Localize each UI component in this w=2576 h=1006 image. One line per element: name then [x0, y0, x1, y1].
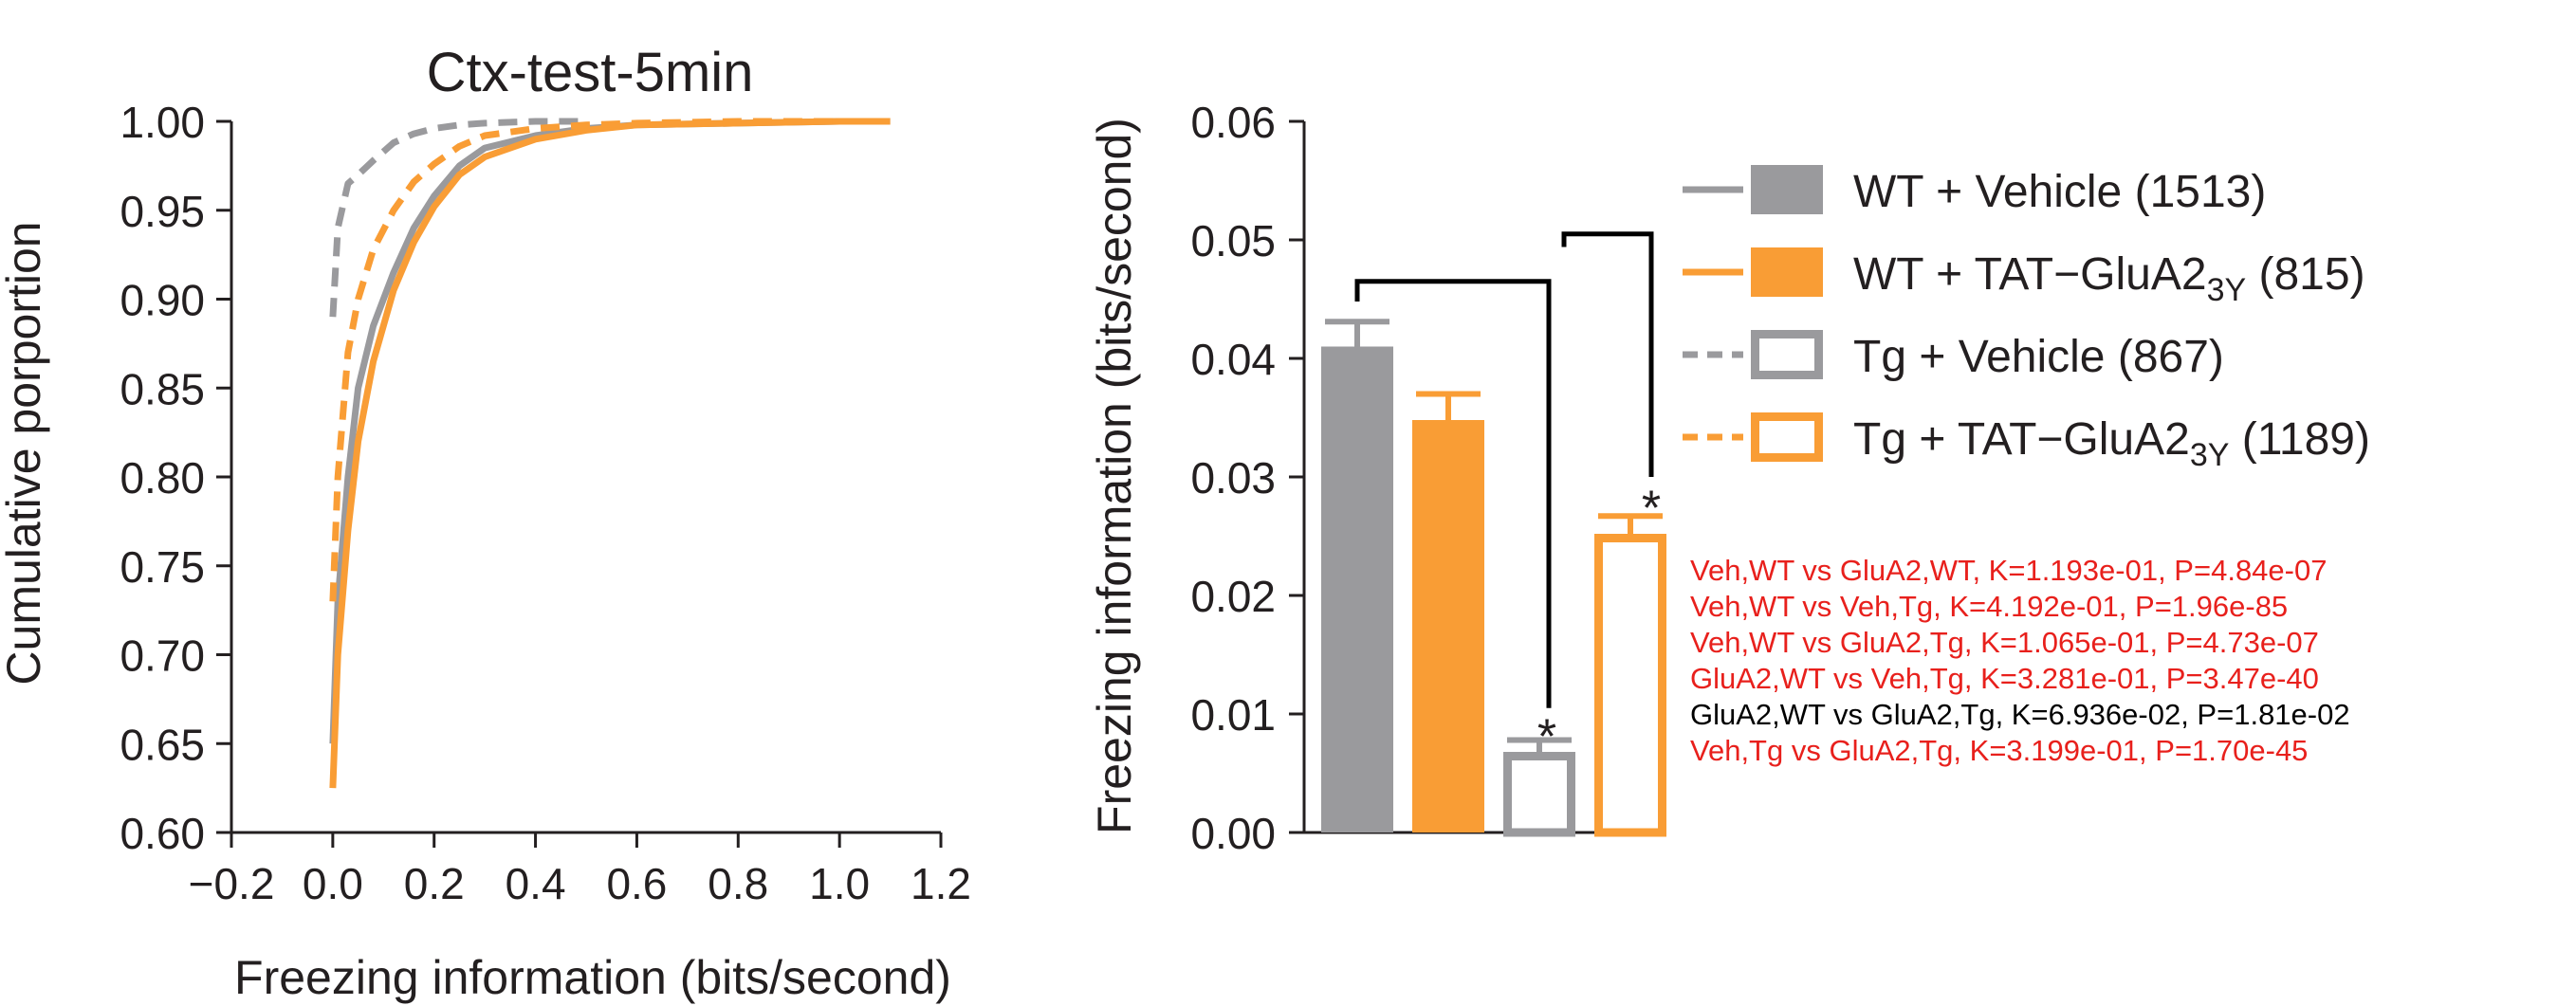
cdf-series-line-2 — [329, 118, 891, 789]
cdf-x-axis-label: Freezing information (bits/second) — [234, 951, 951, 1004]
significance-star: * — [1537, 710, 1556, 765]
bar-2 — [1412, 420, 1484, 832]
bar-y-tick-label: 0.02 — [1190, 572, 1276, 621]
stat-line-6: Veh,Tg vs GluA2,Tg, K=3.199e-01, P=1.70e… — [1690, 734, 2308, 767]
cdf-x-tick-label: −0.2 — [189, 859, 275, 908]
bar-y-tick-label: 0.03 — [1190, 453, 1276, 503]
bar-y-tick-label: 0.06 — [1190, 98, 1276, 147]
cdf-y-axis-label: Cumulative porportion — [0, 221, 50, 685]
significance-star: * — [1642, 481, 1661, 536]
legend-label-4: Tg + TAT−GluA23Y (1189) — [1853, 414, 2370, 473]
cdf-y-tick-label: 0.95 — [120, 187, 205, 236]
bar-y-tick-label: 0.00 — [1190, 809, 1276, 858]
cdf-y-tick-label: 0.70 — [120, 631, 205, 681]
cdf-series — [329, 118, 891, 789]
bar-y-tick-label: 0.01 — [1190, 690, 1276, 740]
legend-swatch-1 — [1751, 165, 1823, 214]
legend-swatch-4 — [1751, 412, 1823, 462]
stat-line-2: Veh,WT vs Veh,Tg, K=4.192e-01, P=1.96e-8… — [1690, 590, 2288, 623]
cdf-x-tick-label: 0.2 — [404, 859, 465, 908]
cdf-y-tick-label: 0.60 — [120, 809, 205, 858]
cdf-y-ticks: 0.60 0.65 0.70 0.75 0.80 0.85 0.90 0.95 1.00 — [120, 98, 231, 858]
legend-swatch-2 — [1751, 247, 1823, 297]
bar-y-ticks: 0.00 0.01 0.02 0.03 0.04 0.05 0.06 — [1190, 98, 1304, 858]
significance-bracket — [1561, 231, 1654, 477]
significance-brackets: ** — [1354, 231, 1661, 765]
stat-line-5: GluA2,WT vs GluA2,Tg, K=6.936e-02, P=1.8… — [1690, 698, 2350, 731]
stat-line-4: GluA2,WT vs Veh,Tg, K=3.281e-01, P=3.47e… — [1690, 662, 2319, 695]
cdf-y-tick-label: 0.75 — [120, 542, 205, 592]
cdf-y-tick-label: 0.85 — [120, 364, 205, 413]
bar-y-tick-label: 0.04 — [1190, 335, 1276, 384]
significance-bracket — [1354, 279, 1552, 708]
bar-chart: Freezing information (bits/second) 0.000… — [1088, 98, 1666, 858]
cdf-series-line-3 — [329, 118, 586, 318]
cdf-chart: Ctx-test-5min Cumulative porportion Free… — [0, 42, 971, 1004]
cdf-y-tick-label: 0.65 — [120, 720, 205, 769]
stat-line-3: Veh,WT vs GluA2,Tg, K=1.065e-01, P=4.73e… — [1690, 626, 2319, 659]
cdf-x-tick-label: 1.0 — [809, 859, 870, 908]
bar-marks — [1321, 319, 1666, 837]
bar-4 — [1594, 534, 1666, 837]
legend: WT + Vehicle (1513) WT + TAT−GluA23Y (815… — [1683, 165, 2370, 473]
bar-y-axis-label: Freezing information (bits/second) — [1088, 118, 1141, 834]
cdf-y-tick-label: 0.90 — [120, 276, 205, 325]
cdf-x-tick-label: 0.8 — [708, 859, 768, 908]
legend-label-2: WT + TAT−GluA23Y (815) — [1853, 249, 2365, 308]
cdf-title: Ctx-test-5min — [427, 42, 754, 103]
cdf-series-line-1 — [329, 118, 891, 744]
bar-1 — [1321, 346, 1393, 832]
stat-line-1: Veh,WT vs GluA2,WT, K=1.193e-01, P=4.84e… — [1690, 554, 2327, 587]
cdf-x-tick-label: 0.0 — [303, 859, 363, 908]
statistics-text: Veh,WT vs GluA2,WT, K=1.193e-01, P=4.84e… — [1690, 554, 2350, 767]
bar-y-tick-label: 0.05 — [1190, 216, 1276, 265]
cdf-x-tick-label: 0.6 — [606, 859, 667, 908]
cdf-x-ticks: −0.2 0.0 0.2 0.4 0.6 0.8 1.0 1.2 — [189, 832, 971, 908]
legend-swatch-3 — [1751, 330, 1823, 379]
cdf-series-line-4 — [329, 118, 840, 602]
cdf-x-tick-label: 0.4 — [506, 859, 566, 908]
legend-label-1: WT + Vehicle (1513) — [1853, 167, 2266, 217]
legend-label-3: Tg + Vehicle (867) — [1853, 332, 2224, 382]
cdf-x-tick-label: 1.2 — [911, 859, 971, 908]
cdf-y-tick-label: 1.00 — [120, 98, 205, 147]
cdf-y-tick-label: 0.80 — [120, 453, 205, 503]
bar-3 — [1503, 752, 1575, 837]
